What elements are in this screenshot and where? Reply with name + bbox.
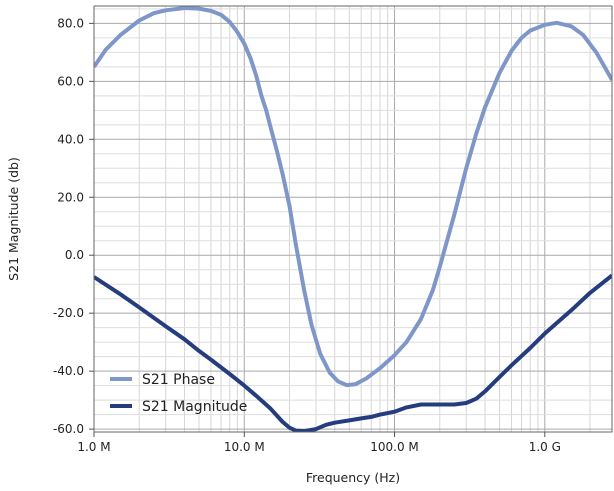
y-axis-label: S21 Magnitude (db) [6,157,21,281]
legend-label-phase: S21 Phase [142,372,215,388]
x-axis-label: Frequency (Hz) [306,470,400,485]
series-line-phase [94,6,612,388]
y-tick-label: -40.0 [53,364,84,378]
series-lines [94,6,612,432]
y-tick-label: 40.0 [57,132,84,146]
y-tick-label: 80.0 [57,16,84,30]
series-line-magnitude [94,273,612,432]
plot-frame [93,5,613,433]
x-tick-label: 1.0 M [77,440,110,454]
y-tick-label: -60.0 [53,422,84,436]
legend-label-magnitude: S21 Magnitude [142,399,247,415]
x-tick-label: 100.0 M [370,440,419,454]
legend: S21 Phase S21 Magnitude [110,372,247,415]
y-tick-label: 60.0 [57,74,84,88]
grid [93,6,612,432]
x-tick-label: 1.0 G [529,440,561,454]
x-tick-label: 10.0 M [224,440,265,454]
y-tick-label: 20.0 [57,190,84,204]
y-tick-label: -20.0 [53,306,84,320]
y-tick-label: 0.0 [65,248,84,262]
tick-labels: 80.0 60.0 40.0 20.0 0.0 -20.0 -40.0 -60.0 1.0 M 1… [53,16,561,454]
